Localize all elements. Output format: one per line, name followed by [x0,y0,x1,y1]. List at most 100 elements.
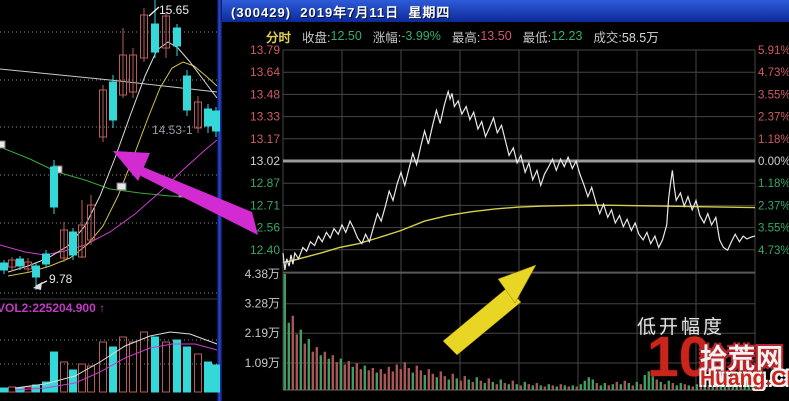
candle-body [99,89,107,138]
intraday-volume-bar [315,347,318,390]
intraday-volume-bar [743,383,746,390]
intraday-volume-bar [507,384,510,390]
kline-range-label: 14.53-1 [152,123,193,137]
pct-axis-label: 4.73% [758,67,789,79]
vol-axis-label: 4.38万 [245,267,280,281]
intraday-volume-bar [503,383,506,390]
intraday-volume-bar [391,371,394,390]
candle-body [42,253,50,265]
intraday-volume-bar [667,380,670,390]
price-axis-label: 12.56 [250,221,280,235]
intraday-volume-bar [387,366,390,390]
intraday-volume-bar [287,322,290,390]
vol-axis-label: 1.09万 [245,356,280,370]
pct-axis-label: 0.00% [758,156,789,168]
intraday-volume-bar [659,381,662,390]
magenta-arrow-shaft [131,162,258,235]
intraday-volume-bar [295,334,298,390]
tab-intraday[interactable]: 分时 [266,30,292,45]
kline-volume-bar [0,387,8,393]
kline-volume-bar [173,339,181,393]
intraday-volume-bar [475,377,478,390]
intraday-volume-bar [567,386,570,390]
kline-volume-bar [87,365,95,393]
change-value: -3.99% [401,29,441,43]
intraday-volume-bar [571,385,574,390]
intraday-volume-bar [719,385,722,390]
intraday-volume-bar [715,384,718,390]
intraday-volume-bar [331,355,334,390]
intraday-volume-bar [575,386,578,390]
close-value: 12.50 [330,29,362,43]
intraday-volume-bar [727,385,730,390]
intraday-volume-bar [451,373,454,390]
candle-body [0,262,8,271]
kline-volume-bar [212,364,220,393]
pct-axis-label: 1.18% [758,134,789,146]
volume-value: 58.5万 [621,30,659,45]
intraday-volume-bar [679,383,682,390]
intraday-volume-bar [483,383,486,390]
intraday-volume-bar [311,351,314,390]
intraday-volume-bar [499,379,502,390]
magenta-arrow-head [113,151,150,181]
intraday-volume-bar [299,329,302,390]
candle-body [78,224,86,258]
kline-volume-bar [194,353,202,393]
candle-body [50,166,58,208]
intraday-volume-bar [427,369,430,390]
intraday-volume-bar [479,380,482,390]
stock-title: (300429) 2019年7月11日 星期四 [231,4,451,20]
kline-volume-bar [50,351,58,393]
candle-body [16,258,24,267]
vol-ma-white [14,331,218,389]
intraday-volume-bar [615,381,618,390]
intraday-volume-bar [491,381,494,390]
kline-volume-bar [8,386,16,393]
intraday-volume-bar [379,369,382,390]
intraday-volume-bar [619,384,622,390]
high-label: 最高: [451,30,481,45]
candle-body [129,54,137,93]
pct-axis-label: 2.37% [758,112,789,124]
candle-body [204,108,212,127]
intraday-volume-bar [555,386,558,390]
intraday-volume-bar [423,374,426,390]
low-value: 12.23 [551,29,583,43]
kline-volume-bar [204,361,212,393]
intraday-volume-bar [343,364,346,390]
pct-axis-label: 1.18% [758,178,789,190]
intraday-volume-bar [471,381,474,390]
kline-volume-bar [99,341,107,393]
intraday-volume-bar [323,351,326,390]
intraday-volume-bar [355,363,358,390]
vol-axis-label: 3.28万 [245,297,280,311]
intraday-volume-bar [591,379,594,390]
yellow-arrow-shaft [442,287,522,356]
intraday-volume-bar [303,343,306,390]
price-axis-label: 13.48 [250,87,280,101]
price-axis-label: 13.33 [250,110,280,124]
intraday-volume-bar [607,385,610,390]
intraday-volume-bar [683,384,686,390]
intraday-volume-bar [335,362,338,390]
pct-axis-label: 3.55% [758,89,789,101]
low-label: 最低: [522,30,552,45]
intraday-volume-bar [407,367,410,390]
candle-body [8,259,16,268]
intraday-volume-bar [647,371,650,390]
intraday-volume-bar [699,385,702,390]
yellow-arrow-head [497,264,537,304]
intraday-volume-bar [547,384,550,390]
intraday-volume-bar [435,377,438,390]
intraday-volume-bar [603,383,606,390]
intraday-volume-bar [419,370,422,390]
intraday-volume-bar [687,385,690,390]
intraday-volume-bar [583,380,586,390]
intraday-volume-bar [723,386,726,390]
kline-volume-bar [69,369,77,393]
intraday-volume-bar [531,385,534,390]
intraday-volume-bar [747,384,750,390]
intraday-volume-bar [455,378,458,390]
